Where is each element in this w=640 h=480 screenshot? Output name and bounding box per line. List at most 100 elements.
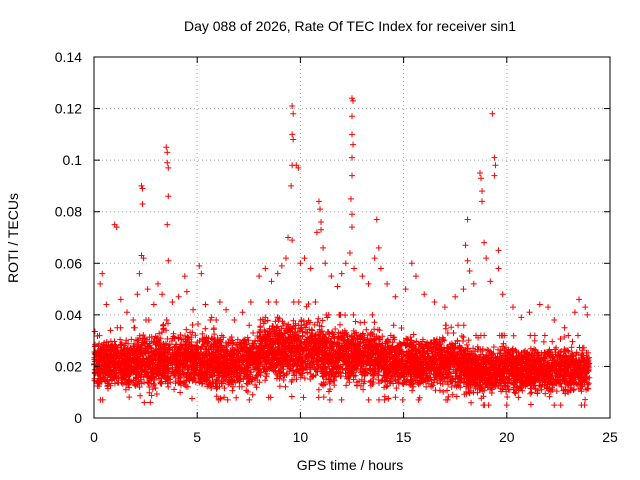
- data-point: [495, 265, 502, 272]
- axis-ticks: 0 0.02 0.04 0.06 0.08 0.1 0.12 0.14 0 5 10 15 20 25: [55, 49, 618, 445]
- data-point: [421, 291, 428, 298]
- data-point: [95, 347, 102, 354]
- data-point: [384, 280, 391, 287]
- data-point: [268, 278, 275, 285]
- data-point: [138, 182, 145, 189]
- data-point: [408, 260, 415, 267]
- data-point: [290, 136, 297, 143]
- data-point: [509, 304, 516, 311]
- data-point: [183, 288, 190, 295]
- data-point: [140, 255, 147, 262]
- data-point: [97, 280, 104, 287]
- band-points: [91, 299, 593, 409]
- data-point: [351, 265, 358, 272]
- data-point: [295, 164, 302, 171]
- data-point: [328, 273, 335, 280]
- data-point: [561, 324, 568, 331]
- data-point: [491, 172, 498, 179]
- data-point: [499, 291, 506, 298]
- data-point: [307, 265, 314, 272]
- data-point: [113, 224, 120, 231]
- data-point: [373, 216, 380, 223]
- data-point: [481, 239, 488, 246]
- x-tick-label: 20: [499, 429, 515, 445]
- data-point: [301, 255, 308, 262]
- data-point: [492, 162, 499, 169]
- data-point: [139, 200, 146, 207]
- data-point: [290, 110, 297, 117]
- data-point: [136, 270, 143, 277]
- data-point: [288, 182, 295, 189]
- data-point: [478, 175, 484, 182]
- data-point: [175, 293, 182, 300]
- x-axis-label: GPS time / hours: [297, 457, 404, 473]
- data-point: [334, 283, 341, 290]
- data-point: [392, 293, 399, 300]
- data-point: [223, 306, 230, 313]
- data-point: [163, 144, 170, 151]
- data-point: [349, 172, 355, 179]
- data-point: [483, 255, 490, 262]
- data-point: [350, 141, 357, 148]
- data-point: [289, 102, 296, 109]
- data-point: [476, 170, 483, 177]
- data-point: [526, 309, 533, 316]
- data-point: [181, 273, 188, 280]
- data-point: [584, 311, 591, 318]
- data-point: [130, 317, 137, 324]
- data-point: [262, 265, 269, 272]
- data-point: [320, 244, 327, 251]
- data-point: [202, 301, 209, 308]
- y-tick-label: 0: [74, 410, 82, 426]
- data-point: [571, 309, 578, 316]
- data-point: [412, 273, 419, 280]
- data-point: [431, 298, 438, 305]
- data-point: [487, 278, 494, 285]
- data-point: [282, 255, 289, 262]
- data-point: [479, 198, 486, 205]
- data-point: [318, 226, 325, 233]
- data-point: [198, 270, 205, 277]
- y-tick-label: 0.04: [55, 307, 82, 323]
- data-point: [139, 185, 146, 192]
- data-point: [117, 296, 124, 303]
- data-point: [365, 280, 372, 287]
- data-point: [460, 286, 467, 293]
- data-point: [164, 149, 171, 156]
- data-point: [208, 314, 215, 321]
- data-point: [536, 301, 543, 308]
- y-axis-label: ROTI / TECUs: [5, 193, 21, 283]
- data-point: [164, 221, 171, 228]
- data-point: [489, 110, 496, 117]
- data-point: [347, 195, 354, 202]
- data-point: [278, 262, 285, 269]
- data-point: [452, 293, 459, 300]
- data-point: [315, 198, 322, 205]
- data-point: [150, 301, 157, 308]
- y-tick-label: 0.1: [63, 152, 83, 168]
- data-point: [349, 224, 355, 231]
- data-point: [144, 286, 151, 293]
- data-point: [289, 131, 296, 138]
- data-point: [107, 327, 114, 334]
- data-point: [103, 301, 110, 308]
- data-point: [231, 317, 238, 324]
- data-band: [91, 299, 593, 409]
- data-point: [551, 317, 558, 324]
- data-point: [377, 265, 384, 272]
- data-point: [322, 260, 329, 267]
- data-point: [256, 273, 263, 280]
- data-point: [464, 257, 471, 264]
- x-tick-label: 25: [602, 429, 618, 445]
- data-point: [441, 304, 448, 311]
- data-point: [479, 188, 486, 195]
- data-point: [349, 95, 355, 102]
- data-point: [165, 193, 172, 200]
- data-point: [346, 249, 353, 256]
- y-tick-label: 0.06: [55, 255, 82, 271]
- data-point: [545, 304, 552, 311]
- data-point: [318, 219, 325, 226]
- data-point: [313, 229, 320, 236]
- data-point: [289, 237, 296, 244]
- x-tick-label: 0: [90, 429, 98, 445]
